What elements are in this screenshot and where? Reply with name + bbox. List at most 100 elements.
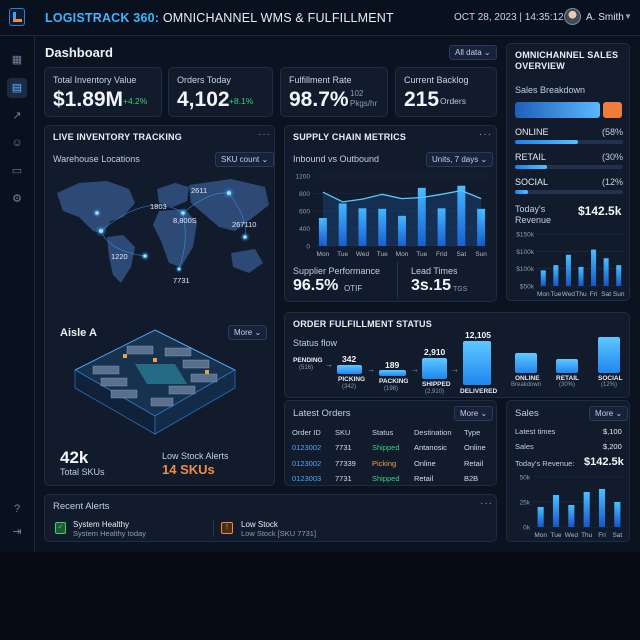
trend-icon[interactable]: ↗	[12, 110, 22, 122]
app-subtitle: OMNICHANNEL WMS & FULFILLMENT	[159, 11, 394, 25]
inventory-icon[interactable]: ▤	[7, 78, 27, 98]
aisle-more-button[interactable]: More ⌄	[228, 325, 268, 340]
column-header: Destination	[414, 428, 452, 437]
x-tick-label: Thu	[575, 291, 587, 298]
order-type: Online	[464, 443, 486, 452]
lead-times-value: 3s.15	[411, 277, 452, 294]
gear-icon[interactable]: ⚙	[12, 193, 22, 205]
order-sku: 7731	[335, 474, 352, 483]
low-stock-label: Low Stock Alerts	[162, 451, 229, 461]
alert-title[interactable]: Low Stock	[241, 520, 278, 529]
stage-picking-bar	[337, 365, 362, 374]
series-line	[322, 189, 482, 203]
order-id[interactable]: 0123003	[292, 474, 322, 483]
x-tick-label: Wed	[356, 251, 370, 258]
continent-africa	[153, 209, 197, 267]
kpi-backlog: Current Backlog 215 Orders	[395, 67, 497, 117]
bar	[616, 265, 622, 286]
warning-icon: !	[221, 522, 233, 534]
inventory-panel: LIVE INVENTORY TRACKING ··· Warehouse Lo…	[44, 125, 275, 486]
x-tick-label: Fri	[590, 291, 598, 298]
bar	[614, 502, 621, 527]
x-tick-label: Sat	[456, 251, 466, 258]
kpi-extra-value: 102	[350, 89, 364, 98]
aisle-label: Aisle A	[60, 327, 97, 339]
channel-bar-track	[515, 140, 623, 144]
grid-icon[interactable]: ▦	[11, 54, 23, 66]
revenue-label: Today's Revenue:	[515, 459, 575, 468]
bar	[537, 507, 544, 527]
more-icon[interactable]: ···	[480, 498, 493, 509]
channel-name: RETAIL	[515, 152, 546, 162]
bar	[565, 254, 571, 286]
chart-label: Inbound vs Outbound	[293, 154, 380, 164]
order-status: Shipped	[372, 474, 400, 483]
monitor-icon[interactable]: ▭	[11, 165, 23, 177]
y-tick-label: 600	[299, 209, 310, 216]
order-type: Retail	[464, 459, 484, 468]
y-tick-label: 0k	[523, 525, 531, 532]
supplier-performance-label: Supplier Performance	[293, 266, 381, 276]
bar	[583, 492, 590, 527]
column-header: SKU	[335, 428, 351, 437]
x-tick-label: Tue	[551, 532, 562, 539]
stage-picking-label: PICKING	[338, 376, 366, 383]
orders-more-button[interactable]: More ⌄	[454, 406, 494, 421]
order-id[interactable]: 0123002	[292, 443, 322, 452]
continent-europe	[157, 183, 189, 207]
y-tick-label: 400	[299, 226, 310, 233]
sales-more-button[interactable]: More ⌄	[589, 406, 629, 421]
chevron-down-icon[interactable]: ▼	[624, 12, 632, 21]
more-icon[interactable]: ···	[479, 129, 492, 140]
panel-title: Recent Alerts	[53, 501, 110, 512]
x-tick-label: Sun	[613, 291, 625, 298]
channel-bar-fill	[515, 165, 548, 169]
stage-picking-value: 342	[342, 354, 357, 364]
bar	[318, 218, 327, 246]
x-tick-label: Mon	[537, 291, 550, 298]
bar	[398, 215, 406, 246]
alert-title[interactable]: System Healthy	[73, 520, 130, 529]
more-icon[interactable]: ···	[258, 129, 271, 140]
bar	[457, 185, 466, 246]
channel-online-label: ONLINE	[515, 375, 540, 382]
latest-times-label: Latest times	[515, 427, 556, 436]
channel-name: SOCIAL	[515, 177, 549, 187]
world-map: 1803 2611 8,800S 1220 267110 7731	[57, 179, 269, 285]
x-tick-label: Tue	[337, 251, 348, 258]
kpi-fulfillment-rate: Fulfillment Rate 98.7% 102 Pkgs/hr	[280, 67, 388, 117]
bar	[338, 203, 347, 246]
stage-packing-label: PACKING	[379, 378, 409, 385]
all-data-filter[interactable]: All data ⌄	[449, 45, 497, 60]
bar	[358, 208, 367, 246]
kpi-value: 4,102	[177, 88, 230, 111]
users-icon[interactable]: ☺	[11, 137, 23, 149]
stage-delivered-bar	[463, 341, 491, 385]
brand-name: LOGISTRACK 360:	[45, 11, 160, 25]
app-title: LOGISTRACK 360: OMNICHANNEL WMS & FULFIL…	[45, 11, 394, 25]
x-tick-label: Mon	[534, 532, 547, 539]
avatar[interactable]	[564, 8, 581, 25]
user-name[interactable]: A. Smith	[586, 12, 624, 23]
app-window: LOGISTRACK 360: OMNICHANNEL WMS & FULFIL…	[0, 0, 640, 552]
alert-detail: System Healthy today	[73, 529, 146, 538]
kpi-orders-today: Orders Today 4,102 +8.1%	[168, 67, 273, 117]
warehouse-3d-view	[73, 329, 237, 435]
supplier-performance-unit: OTIF	[344, 284, 363, 293]
order-id[interactable]: 0123002	[292, 459, 322, 468]
x-tick-label: Tue	[550, 291, 561, 298]
continent-australia	[231, 249, 263, 273]
sku-count-filter[interactable]: SKU count ⌄	[215, 152, 275, 167]
status-flow-label: Status flow	[293, 338, 338, 348]
logout-icon[interactable]: ⇥	[12, 526, 22, 538]
stage-shipped-value: 2,910	[424, 347, 446, 357]
channel-bar-track	[515, 165, 623, 169]
panel-title: OMNICHANNEL SALES OVERVIEW	[515, 50, 619, 71]
y-tick-label: 0	[306, 244, 310, 251]
order-type: B2B	[464, 474, 479, 483]
x-tick-label: Frid	[436, 251, 448, 258]
inbound-outbound-chart: 1200 800 600 400 0 Mon Tue Wed Tue Mon Tue Frid Sat S…	[296, 174, 491, 258]
units-filter[interactable]: Units, 7 days ⌄	[426, 152, 494, 167]
help-icon[interactable]: ?	[13, 503, 21, 515]
order-destination: Antanosic	[414, 443, 447, 452]
